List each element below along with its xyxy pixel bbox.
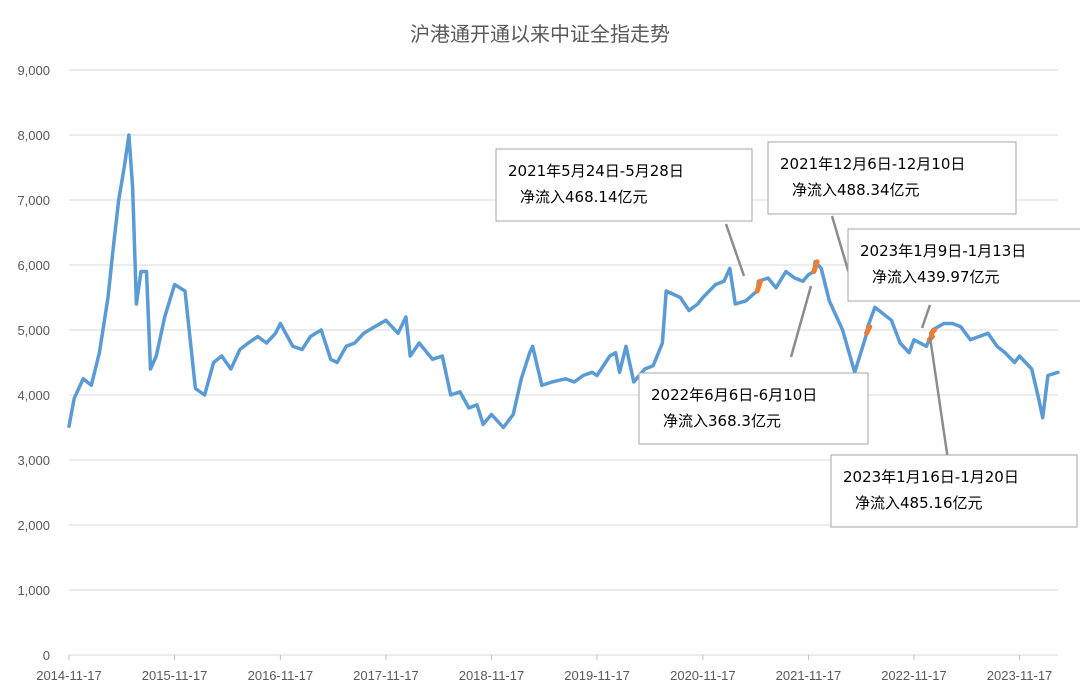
callout-line [789,285,813,358]
x-tick-label: 2023-11-17 [987,668,1053,683]
callout-box [495,148,753,222]
x-tick-label: 2022-11-17 [881,668,947,683]
callout-net-inflow: 净流入368.3亿元 [663,412,781,430]
y-tick-label: 2,000 [17,518,50,533]
y-tick-label: 7,000 [17,193,50,208]
y-tick-label: 3,000 [17,453,50,468]
y-tick-label: 1,000 [17,583,50,598]
y-tick-label: 0 [43,648,50,663]
y-tick-label: 9,000 [17,63,50,78]
x-tick-label: 2015-11-17 [142,668,208,683]
callout-box [847,228,1080,302]
callout-line [928,336,950,461]
y-tick-label: 8,000 [17,128,50,143]
y-tick-label: 5,000 [17,323,50,338]
x-tick-label: 2019-11-17 [564,668,630,683]
chart-title: 沪港通开通以来中证全指走势 [410,22,670,46]
callout-box [830,454,1078,528]
highlight-segment [754,278,763,294]
x-tick-label: 2017-11-17 [353,668,419,683]
x-tick-label: 2018-11-17 [459,668,525,683]
callout-net-inflow: 净流入488.34亿元 [792,181,920,199]
callout-net-inflow: 净流入439.97亿元 [872,268,1000,286]
x-tick-label: 2016-11-17 [248,668,314,683]
callout-box [767,141,1017,215]
gridlines [69,69,1058,656]
y-axis-ticks: 0 1,000 2,000 3,000 4,000 5,000 6,000 7,000 8,00… [17,63,50,663]
highlight-segment [811,259,820,274]
callout-date-range: 2021年12月6日-12月10日 [780,155,965,173]
x-tick-label: 2021-11-17 [776,668,842,683]
x-tick-label: 2020-11-17 [670,668,736,683]
callout-date-range: 2023年1月9日-1月13日 [860,242,1026,260]
callout-line [920,304,932,329]
callout-line [724,223,746,277]
y-tick-label: 6,000 [17,258,50,273]
highlight-layer [754,259,937,343]
callout-date-range: 2021年5月24日-5月28日 [508,162,684,180]
highlight-segment [928,327,937,336]
series-line [67,133,1060,430]
series-layer [67,133,1060,430]
callout-box [638,372,869,445]
y-tick-label: 4,000 [17,388,50,403]
callout-net-inflow: 净流入468.14亿元 [520,188,648,206]
x-tick-label: 2014-11-17 [36,668,102,683]
highlight-segment [864,324,873,336]
callout-net-inflow: 净流入485.16亿元 [855,494,983,512]
callout-date-range: 2022年6月6日-6月10日 [651,386,817,404]
callout-date-range: 2023年1月16日-1月20日 [843,468,1019,486]
x-axis-ticks: 2014-11-17 2015-11-17 2016-11-17 2017-11-17… [36,655,1052,683]
